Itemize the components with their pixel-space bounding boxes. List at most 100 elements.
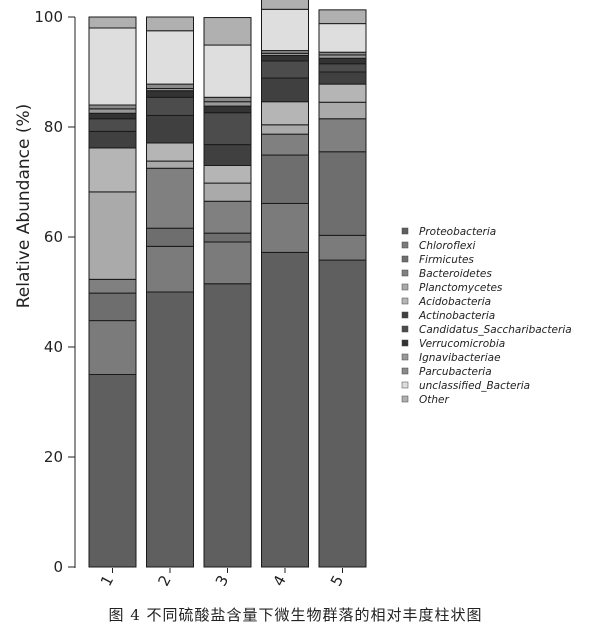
bar-segment-unclassified-bacteria-3: [203, 44, 252, 98]
bar-segment-parcubacteria-1: [88, 104, 137, 110]
y-tick-label: 20: [44, 448, 63, 466]
bar-segment-candidatus-saccharibacteria-2: [146, 96, 194, 116]
legend-swatch: [401, 241, 409, 249]
bar-segment-proteobacteria-1: [88, 374, 137, 568]
bar-segment-other-1: [88, 16, 137, 29]
bar-segment-other-2: [146, 16, 194, 32]
legend-label: Bacteroidetes: [419, 268, 492, 280]
legend-label: Other: [419, 394, 449, 406]
bar-segment-other-4: [261, 0, 309, 10]
bar-segment-actinobacteria-4: [261, 77, 309, 103]
legend-swatch: [401, 325, 409, 333]
bar-segment-chloroflexi-1: [88, 320, 137, 376]
legend-label: Chloroflexi: [419, 240, 476, 252]
bar-segment-chloroflexi-4: [261, 202, 309, 253]
bar-segment-bacteroidetes-4: [261, 133, 309, 156]
bar-segment-actinobacteria-3: [203, 144, 252, 167]
legend-swatch: [401, 395, 409, 403]
bar-segment-actinobacteria-5: [318, 71, 367, 85]
y-tick-label: 0: [53, 558, 63, 576]
legend-label: Verrucomicrobia: [419, 338, 505, 350]
stacked-bar-chart: Relative Abundance (%) 0 20 40 60 80 100 1 2 3 4…: [14, 0, 572, 589]
figure-caption: 图 4 不同硫酸盐含量下微生物群落的相对丰度柱状图: [108, 606, 483, 624]
x-tick-label: 2: [154, 572, 174, 589]
legend-label: Planctomycetes: [419, 282, 503, 294]
bar-segment-planctomycetes-5: [318, 101, 367, 120]
bar-segment-parcubacteria-2: [146, 83, 194, 89]
legend-swatch: [401, 367, 409, 375]
bar-segment-acidobacteria-2: [146, 142, 194, 162]
legend-label: Acidobacteria: [418, 296, 491, 308]
legend-label: Firmicutes: [419, 254, 474, 266]
legend-label: Actinobacteria: [418, 310, 495, 322]
bar-segment-firmicutes-3: [203, 232, 252, 243]
bar-segment-verrucomicrobia-2: [146, 90, 194, 98]
bar-segment-bacteroidetes-1: [88, 278, 137, 294]
bar-segment-firmicutes-1: [88, 292, 137, 322]
bars: [88, 0, 367, 568]
bar-segment-chloroflexi-5: [318, 234, 367, 261]
x-tick-label: 4: [269, 572, 289, 589]
y-axis-label: Relative Abundance (%): [14, 104, 34, 309]
bar-segment-proteobacteria-2: [146, 291, 194, 568]
bar-segment-bacteroidetes-5: [318, 118, 367, 153]
bar-segment-unclassified-bacteria-1: [88, 27, 137, 106]
bar-segment-acidobacteria-4: [261, 101, 309, 126]
bar-segment-ignavibacteriae-3: [203, 101, 252, 107]
bar-segment-planctomycetes-2: [146, 160, 194, 169]
bar-segment-verrucomicrobia-3: [203, 105, 252, 114]
bar-segment-verrucomicrobia-1: [88, 112, 137, 120]
legend-swatch: [401, 227, 409, 235]
bar-segment-other-3: [203, 17, 252, 46]
bar-segment-acidobacteria-3: [203, 165, 252, 184]
bar-segment-planctomycetes-4: [261, 124, 309, 135]
legend-swatch: [401, 339, 409, 347]
x-tick-label: 3: [212, 572, 232, 589]
bar-segment-ignavibacteriae-1: [88, 108, 137, 114]
bar-segment-acidobacteria-5: [318, 83, 367, 103]
legend-swatch: [401, 283, 409, 291]
x-axis-ticks: 1 2 3 4 5: [97, 568, 347, 589]
bar-segment-planctomycetes-1: [88, 191, 137, 280]
bar-segment-bacteroidetes-2: [146, 167, 194, 229]
bar-segment-unclassified-bacteria-4: [261, 8, 309, 52]
bar-segment-actinobacteria-2: [146, 114, 194, 144]
bar-segment-parcubacteria-3: [203, 96, 252, 103]
bar-segment-planctomycetes-3: [203, 182, 252, 202]
bar-segment-other-5: [318, 9, 367, 25]
bar-segment-candidatus-saccharibacteria-5: [318, 63, 367, 73]
legend-swatch: [401, 311, 409, 319]
bar-segment-chloroflexi-2: [146, 245, 194, 293]
bar-segment-verrucomicrobia-5: [318, 57, 367, 65]
bar-segment-proteobacteria-3: [203, 283, 252, 568]
legend-label: Candidatus_Saccharibacteria: [419, 324, 572, 336]
legend-swatch: [401, 381, 409, 389]
legend-swatch: [401, 353, 409, 361]
bar-segment-firmicutes-4: [261, 154, 309, 204]
bar-segment-actinobacteria-1: [88, 130, 137, 149]
bar-segment-acidobacteria-1: [88, 147, 137, 193]
legend-label: Parcubacteria: [419, 366, 492, 378]
y-axis-ticks: 0 20 40 60 80 100: [34, 8, 75, 576]
bar-segment-proteobacteria-4: [261, 251, 309, 568]
bar-segment-verrucomicrobia-4: [261, 55, 309, 62]
y-tick-label: 100: [34, 8, 63, 26]
legend-swatch: [401, 297, 409, 305]
bar-segment-candidatus-saccharibacteria-3: [203, 112, 252, 146]
bar-segment-unclassified-bacteria-5: [318, 23, 367, 53]
y-tick-label: 80: [44, 118, 63, 136]
bar-segment-unclassified-bacteria-2: [146, 30, 194, 85]
legend-label: unclassified_Bacteria: [419, 380, 530, 392]
bar-segment-candidatus-saccharibacteria-4: [261, 60, 309, 79]
bar-segment-firmicutes-5: [318, 151, 367, 236]
legend-label: Ignavibacteriae: [419, 352, 501, 364]
y-tick-label: 40: [44, 338, 63, 356]
bar-segment-proteobacteria-5: [318, 259, 367, 568]
bar-segment-bacteroidetes-3: [203, 200, 252, 234]
legend-label: Proteobacteria: [419, 226, 496, 238]
bar-segment-chloroflexi-3: [203, 241, 252, 285]
bar-segment-firmicutes-2: [146, 227, 194, 247]
bar-segment-candidatus-saccharibacteria-1: [88, 118, 137, 132]
legend-swatch: [401, 255, 409, 263]
x-tick-label: 5: [327, 572, 347, 589]
